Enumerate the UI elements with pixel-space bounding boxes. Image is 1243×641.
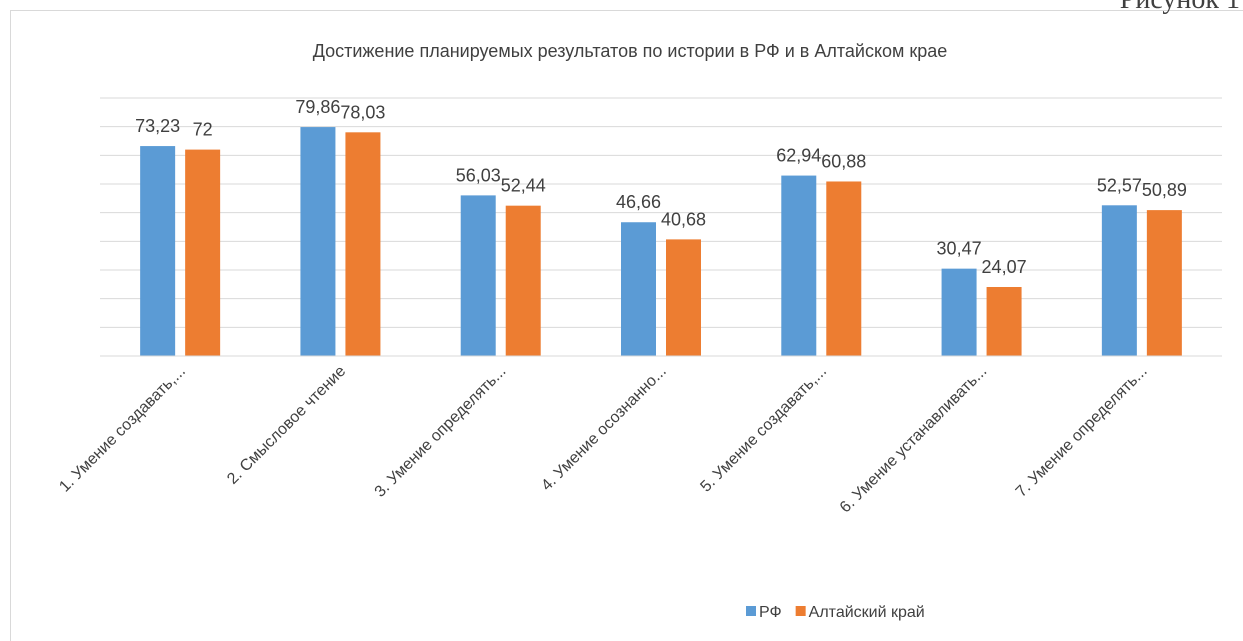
data-label: 62,94: [776, 146, 821, 166]
bar: [826, 181, 862, 356]
bar: [1101, 205, 1137, 356]
bar: [460, 195, 496, 356]
data-label: 52,44: [501, 176, 546, 196]
bar: [666, 239, 701, 356]
data-label: 50,89: [1142, 180, 1187, 200]
bar: [941, 268, 977, 356]
data-label: 72: [193, 120, 213, 140]
data-label: 60,88: [821, 151, 866, 171]
bar: [300, 127, 336, 357]
data-label: 30,47: [937, 239, 982, 259]
bar: [621, 222, 656, 356]
data-label: 52,57: [1097, 175, 1142, 195]
data-label: 56,03: [456, 165, 501, 185]
data-label: 79,86: [295, 97, 340, 117]
bar: [781, 175, 817, 356]
bar: [185, 149, 221, 356]
chart-title: Достижение планируемых результатов по ис…: [313, 41, 948, 61]
legend-label: РФ: [759, 604, 782, 621]
legend-swatch: [795, 606, 806, 616]
data-label: 78,03: [340, 102, 385, 122]
bar: [140, 146, 176, 356]
legend-label: Алтайский край: [809, 604, 925, 621]
bar: [505, 205, 541, 356]
figure-caption: Рисунок 1: [1120, 0, 1240, 15]
legend-swatch: [746, 606, 756, 616]
data-label: 46,66: [616, 192, 661, 212]
data-label: 24,07: [982, 257, 1027, 277]
bar: [345, 132, 381, 356]
data-label: 73,23: [135, 116, 180, 136]
bar: [1146, 210, 1182, 356]
data-label: 40,68: [661, 209, 706, 229]
bar: [986, 286, 1022, 356]
